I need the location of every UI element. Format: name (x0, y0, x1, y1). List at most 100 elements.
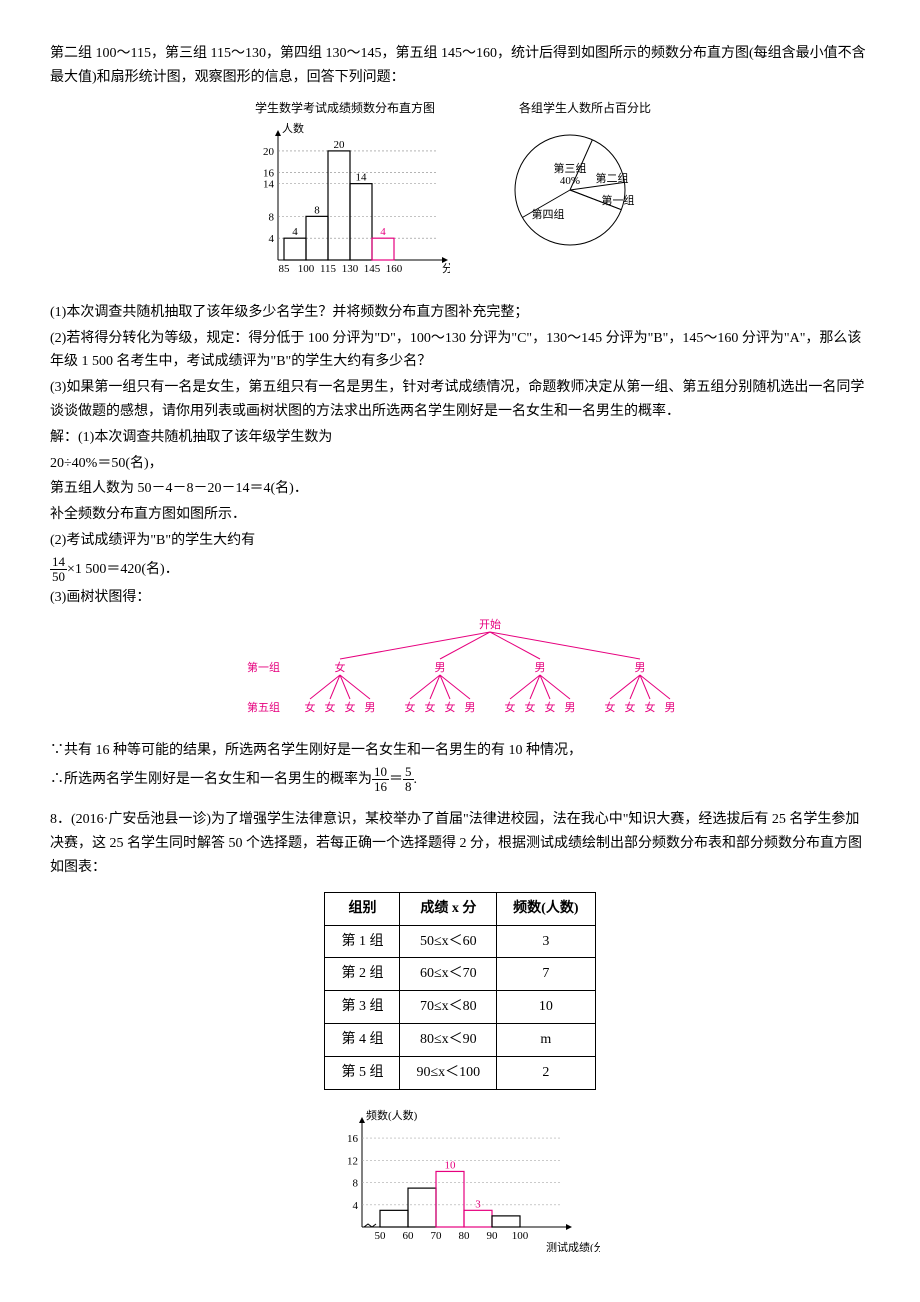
svg-text:8: 8 (269, 211, 275, 223)
svg-text:20: 20 (334, 139, 346, 151)
svg-text:50: 50 (375, 1230, 387, 1242)
svg-text:8: 8 (314, 204, 320, 216)
svg-text:男: 男 (465, 702, 476, 714)
table-cell: 第 1 组 (325, 925, 400, 958)
svg-text:男: 男 (365, 702, 376, 714)
svg-text:130: 130 (342, 263, 359, 275)
frac1: 14 50 (50, 555, 67, 585)
svg-text:女: 女 (545, 700, 556, 714)
sol-line6: (3)画树状图得： (50, 586, 870, 610)
table-header: 组别 (325, 892, 400, 925)
table-cell: 2 (497, 1056, 595, 1089)
svg-text:85: 85 (279, 263, 291, 275)
data-table: 组别成绩 x 分频数(人数) 第 1 组50≤x＜603第 2 组60≤x＜70… (324, 892, 595, 1090)
svg-text:测试成绩(分): 测试成绩(分) (546, 1241, 600, 1252)
result1: ∵共有 16 种等可能的结果，所选两名学生刚好是一名女生和一名男生的有 10 种… (50, 739, 870, 763)
svg-text:40%: 40% (560, 175, 580, 187)
table-row: 第 4 组80≤x＜90m (325, 1023, 595, 1056)
svg-text:女: 女 (305, 700, 316, 714)
table-row: 第 1 组50≤x＜603 (325, 925, 595, 958)
figures-row: 学生数学考试成绩频数分布直方图 人数分数48141620482014485100… (50, 98, 870, 289)
svg-text:第一组: 第一组 (247, 660, 280, 674)
table-cell: 80≤x＜90 (400, 1023, 497, 1056)
svg-text:60: 60 (403, 1230, 415, 1242)
frac2-den: 16 (372, 780, 389, 794)
table-row: 第 5 组90≤x＜1002 (325, 1056, 595, 1089)
result2: ∴所选两名学生刚好是一名女生和一名男生的概率为 10 16 ＝ 5 8 . (50, 765, 870, 795)
table-header: 频数(人数) (497, 892, 595, 925)
tree-svg: 开始女女女女男男女女女男男女女女男男女女女男第一组第五组 (200, 616, 720, 726)
svg-text:14: 14 (356, 172, 368, 184)
svg-text:人数: 人数 (282, 122, 304, 135)
sol-line3: 补全频数分布直方图如图所示． (50, 503, 870, 527)
svg-text:女: 女 (525, 700, 536, 714)
svg-text:8: 8 (353, 1177, 359, 1189)
frac2: 10 16 (372, 765, 389, 795)
sol-line1: 20÷40%＝50(名)， (50, 452, 870, 476)
svg-text:女: 女 (405, 700, 416, 714)
svg-text:女: 女 (335, 660, 346, 674)
sol-line5-tail: ×1 500＝420(名)． (67, 562, 179, 577)
table-cell: m (497, 1023, 595, 1056)
svg-text:100: 100 (512, 1230, 529, 1242)
table-cell: 3 (497, 925, 595, 958)
svg-text:女: 女 (425, 700, 436, 714)
table-cell: 7 (497, 958, 595, 991)
table-cell: 第 4 组 (325, 1023, 400, 1056)
sol-line4: (2)考试成绩评为"B"的学生大约有 (50, 529, 870, 553)
svg-text:70: 70 (431, 1230, 443, 1242)
table-row: 第 3 组70≤x＜8010 (325, 991, 595, 1024)
svg-text:160: 160 (386, 263, 403, 275)
histogram1-title: 学生数学考试成绩频数分布直方图 (240, 98, 450, 118)
svg-text:女: 女 (345, 700, 356, 714)
pie-title: 各组学生人数所占百分比 (490, 98, 680, 118)
q2-text: (2)若将得分转化为等级，规定：得分低于 100 分评为"D"，100～130 … (50, 327, 870, 375)
svg-text:14: 14 (263, 179, 275, 191)
svg-text:男: 男 (535, 662, 546, 674)
q8-text: 8．(2016·广安岳池县一诊)为了增强学生法律意识，某校举办了首届"法律进校园… (50, 808, 870, 879)
intro-text: 第二组 100～115，第三组 115～130，第四组 130～145，第五组 … (50, 42, 870, 90)
svg-text:男: 男 (435, 662, 446, 674)
q1-text: (1)本次调查共随机抽取了该年级多少名学生？并将频数分布直方图补充完整； (50, 301, 870, 325)
table-cell: 10 (497, 991, 595, 1024)
table-cell: 90≤x＜100 (400, 1056, 497, 1089)
svg-text:女: 女 (445, 700, 456, 714)
table-cell: 60≤x＜70 (400, 958, 497, 991)
sol-line5: 14 50 ×1 500＝420(名)． (50, 555, 870, 585)
frac1-num: 14 (50, 555, 67, 570)
svg-text:开始: 开始 (479, 617, 501, 631)
frac3-num: 5 (403, 765, 414, 780)
svg-text:4: 4 (292, 226, 298, 238)
svg-text:分数: 分数 (442, 262, 450, 275)
histogram1-svg: 人数分数48141620482014485100115130145160 (240, 120, 450, 280)
svg-text:4: 4 (353, 1199, 359, 1211)
svg-text:115: 115 (320, 263, 337, 275)
svg-text:男: 男 (665, 702, 676, 714)
svg-text:第一组: 第一组 (602, 193, 635, 207)
q3-text: (3)如果第一组只有一名是女生，第五组只有一名是男生，针对考试成绩情况，命题教师… (50, 376, 870, 424)
tree-wrap: 开始女女女女男男女女女男男女女女男男女女女男第一组第五组 (50, 616, 870, 735)
frac3: 5 8 (403, 765, 414, 795)
frac3-den: 8 (403, 780, 414, 794)
svg-text:16: 16 (263, 168, 275, 180)
frac1-den: 50 (50, 570, 67, 584)
svg-text:4: 4 (380, 226, 386, 238)
svg-text:女: 女 (505, 700, 516, 714)
sol-heading: 解：(1)本次调查共随机抽取了该年级学生数为 (50, 426, 870, 450)
table-cell: 第 2 组 (325, 958, 400, 991)
svg-text:4: 4 (269, 233, 275, 245)
pie-container: 各组学生人数所占百分比 第三组40%第二组第一组第四组 (490, 98, 680, 289)
svg-text:第四组: 第四组 (532, 207, 565, 221)
svg-text:女: 女 (325, 700, 336, 714)
svg-text:80: 80 (459, 1230, 471, 1242)
svg-text:频数(人数): 频数(人数) (366, 1108, 418, 1122)
svg-text:10: 10 (445, 1159, 457, 1171)
sol-line2: 第五组人数为 50－4－8－20－14＝4(名)． (50, 477, 870, 501)
pie-svg: 第三组40%第二组第一组第四组 (490, 120, 680, 260)
svg-text:女: 女 (645, 700, 656, 714)
svg-text:男: 男 (635, 662, 646, 674)
histogram2-svg: 频数(人数)测试成绩(分)4812161035060708090100 (320, 1102, 600, 1252)
svg-text:3: 3 (475, 1198, 481, 1210)
table-row: 第 2 组60≤x＜707 (325, 958, 595, 991)
svg-text:20: 20 (263, 146, 275, 158)
